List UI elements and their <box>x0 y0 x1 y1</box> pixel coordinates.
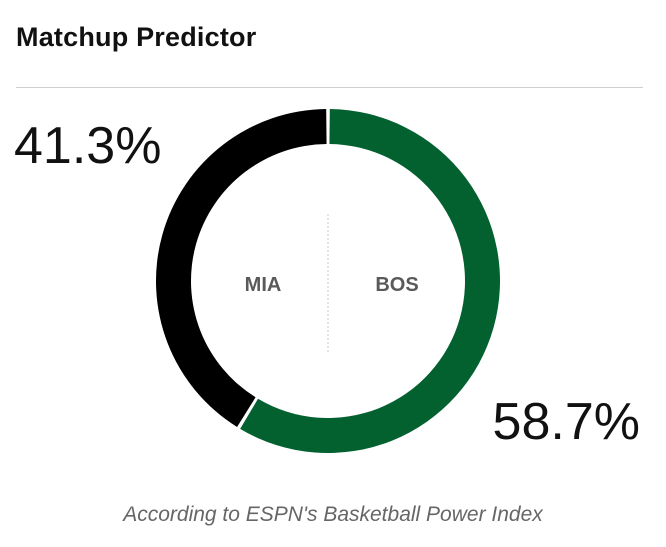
title-divider <box>16 87 643 88</box>
away-team-label: MIA <box>245 274 282 296</box>
source-note: According to ESPN's Basketball Power Ind… <box>123 503 543 526</box>
home-win-percentage: 58.7% <box>492 393 640 451</box>
donut-slices <box>155 109 501 453</box>
donut-slice-bos <box>240 109 501 453</box>
donut-slice-mia <box>155 109 327 427</box>
page-title: Matchup Predictor <box>16 22 257 52</box>
home-team-label: BOS <box>375 274 418 296</box>
away-win-percentage: 41.3% <box>14 117 162 175</box>
